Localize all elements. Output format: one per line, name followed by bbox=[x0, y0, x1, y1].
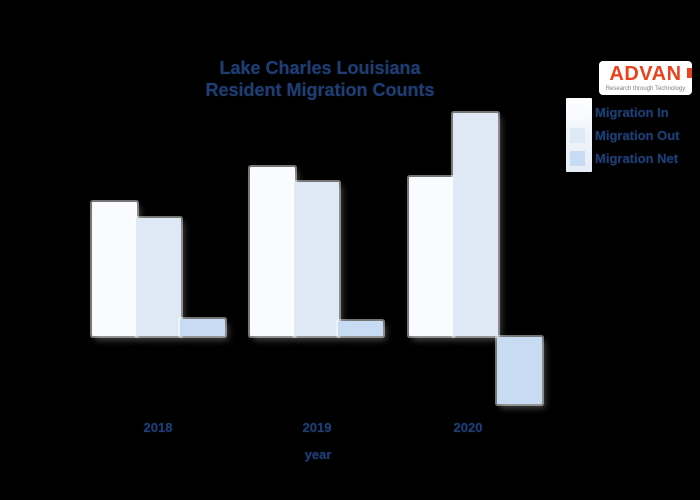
advan-logo: ADVAN Research through Technology bbox=[599, 61, 692, 95]
legend-label-migration-out: Migration Out bbox=[595, 127, 680, 143]
bar-migration-net-2018 bbox=[180, 319, 225, 336]
legend-swatch-migration-out bbox=[570, 127, 585, 143]
legend-item-migration-net: Migration Net bbox=[570, 150, 678, 166]
x-axis-title: year bbox=[304, 447, 332, 462]
chart-title: Lake Charles Louisiana Resident Migratio… bbox=[110, 57, 530, 101]
logo-brand: ADVAN bbox=[609, 63, 682, 85]
bar-migration-in-2019 bbox=[250, 167, 295, 336]
legend-item-migration-out: Migration Out bbox=[570, 127, 680, 143]
legend-item-migration-in: Migration In bbox=[570, 104, 669, 120]
legend-swatch-migration-in bbox=[570, 104, 585, 120]
bar-migration-net-2019 bbox=[338, 321, 383, 336]
bar-migration-out-2020 bbox=[453, 113, 498, 336]
chart-title-line1: Lake Charles Louisiana bbox=[219, 58, 421, 78]
legend-label-migration-net: Migration Net bbox=[595, 150, 679, 166]
bar-migration-out-2019 bbox=[294, 182, 339, 336]
chart-title-line2: Resident Migration Counts bbox=[205, 80, 435, 100]
legend-label-migration-in: Migration In bbox=[595, 104, 669, 120]
legend-swatch-migration-net bbox=[570, 150, 585, 166]
x-tick-2020: 2020 bbox=[453, 420, 483, 435]
x-tick-2019: 2019 bbox=[302, 420, 332, 435]
logo-tagline: Research through Technology bbox=[605, 86, 686, 92]
bar-migration-net-2020 bbox=[497, 337, 542, 404]
bar-migration-in-2020 bbox=[409, 177, 454, 336]
bar-migration-out-2018 bbox=[136, 218, 181, 336]
logo-chip bbox=[687, 68, 692, 78]
bar-migration-in-2018 bbox=[92, 202, 137, 336]
x-tick-2018: 2018 bbox=[143, 420, 173, 435]
